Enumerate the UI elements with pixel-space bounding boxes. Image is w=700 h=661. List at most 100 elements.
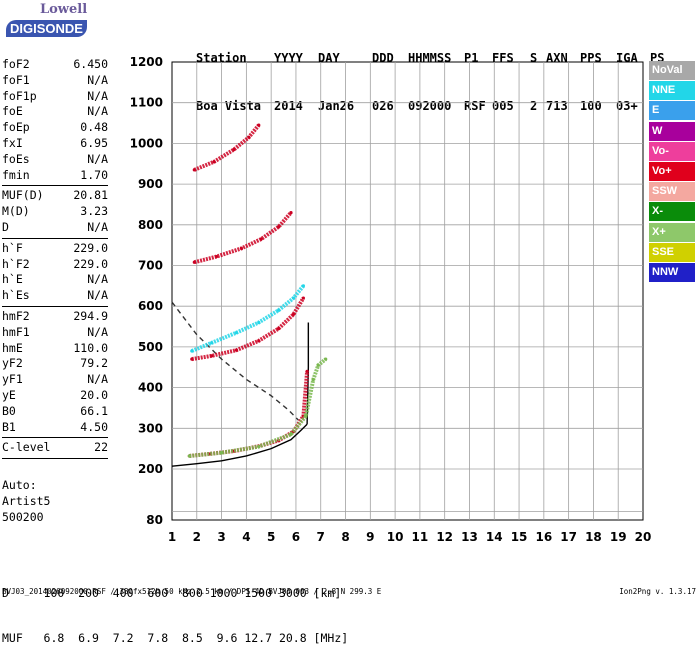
data-point [234,331,239,335]
legend-item-ssw: SSW [649,182,695,202]
line-MUF [171,301,299,421]
param-separator [2,237,108,239]
data-point [305,369,309,373]
trace-vo+ [193,211,293,265]
header-col-7: S [530,51,538,65]
param-value: N/A [87,88,108,103]
data-point [304,414,308,418]
data-point [276,308,281,312]
legend: NoVal NNE E W Vo- Vo+ SSW X- X+ SSE NNW [649,61,695,283]
x-tick-label: 4 [242,530,250,544]
legend-item-nne: NNE [649,81,695,101]
x-tick-label: 20 [635,530,652,544]
param-row: C-level 22 [2,440,108,456]
param-value: 110.0 [73,340,108,355]
param-key: C-level [2,440,51,455]
data-point [219,451,224,455]
param-value: 22 [94,440,108,455]
param-row: MUF(D) 20.81 [2,188,108,204]
param-row: foEs N/A [2,152,108,168]
param-key: fmin [2,167,30,182]
data-point [311,377,315,382]
param-key: M(D) [2,204,30,219]
x-tick-label: 10 [387,530,404,544]
logo-line1: Lowell [40,2,88,17]
param-value: N/A [87,104,108,119]
data-point [301,284,305,288]
param-value: 229.0 [73,240,108,255]
param-value: 294.9 [73,308,108,323]
x-tick-label: 9 [366,530,374,544]
legend-item-vo+: Vo+ [649,161,695,181]
param-value: N/A [87,324,108,339]
param-row: yF2 79.2 [2,356,108,372]
param-value: 20.81 [73,188,108,203]
param-separator [2,437,108,439]
x-tick-label: 7 [317,530,325,544]
param-row: h`E N/A [2,272,108,288]
data-point [257,339,261,343]
y-tick-label: 900 [138,177,163,191]
param-row: hmE 110.0 [2,341,108,357]
data-point [324,357,328,361]
line-profile [171,423,308,467]
legend-item-noval: NoVal [649,61,695,80]
x-tick-label: 15 [511,530,528,544]
param-row: fxI 6.95 [2,136,108,152]
param-key: h`F [2,240,23,255]
y-tick-label: 600 [138,299,163,313]
param-key: foF2 [2,57,30,71]
param-value: 3.23 [80,204,108,219]
y-tick-label: 400 [138,381,163,395]
param-separator [2,305,108,307]
param-key: yF1 [2,372,23,387]
param-key: fxI [2,135,23,150]
data-point [276,326,281,331]
x-tick-label: 18 [585,530,602,544]
param-key: h`Es [2,288,30,303]
data-point [289,432,293,437]
x-tick-label: 19 [610,530,627,544]
legend-item-sse: SSE [649,242,695,262]
legend-item-w: W [649,121,695,141]
y-tick-label: 80 [146,513,163,527]
param-row: h`F2 229.0 [2,257,108,273]
y-tick-label: 1200 [130,55,163,69]
data-point [210,341,214,345]
x-tick-label: 14 [486,530,503,544]
x-tick-label: 16 [535,530,552,544]
auto-info: Auto: Artist5 500200 [2,477,50,525]
param-row: D N/A [2,220,108,236]
param-row: fmin 1.70 [2,168,108,184]
data-point [316,363,320,367]
data-point [192,168,196,172]
y-tick-label: 200 [138,462,163,476]
data-point [247,135,251,139]
legend-item-vo-: Vo- [649,141,695,161]
x-tick-label: 17 [560,530,577,544]
data-point [257,445,261,449]
param-value: 20.0 [80,387,108,402]
param-key: foF1 [2,72,30,87]
distance-row: D 100 200 400 600 800 1000 1500 3000 [km… [2,586,342,600]
data-point [301,296,305,300]
param-value: 6.95 [80,135,108,150]
param-row: h`Es N/A [2,288,108,304]
y-tick-label: 700 [138,259,163,273]
header-val-7: 2 [530,99,538,113]
param-value: 66.1 [80,403,108,418]
param-key: h`F2 [2,256,30,271]
data-point [257,320,261,325]
x-tick-label: 2 [193,530,201,544]
param-key: hmF2 [2,308,30,323]
auto-code: 500200 [2,510,44,524]
param-row: hmF2 294.9 [2,309,108,325]
param-row: foF1p N/A [2,89,108,105]
param-row: yF1 N/A [2,372,108,388]
param-key: B1 [2,419,16,434]
param-row: B0 66.1 [2,404,108,420]
data-point [289,210,293,215]
param-key: h`E [2,272,23,287]
x-tick-label: 11 [412,530,429,544]
param-value: 0.48 [80,120,108,135]
